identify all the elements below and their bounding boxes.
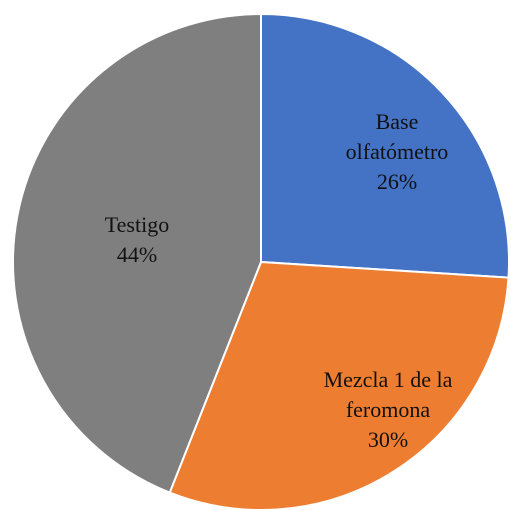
slice-label: Mezcla 1 de la feromona 30% [303, 365, 473, 455]
slice-label: Base olfatómetro 26% [337, 107, 457, 197]
category-label: Base olfatómetro [345, 109, 449, 164]
value-label: 26% [376, 169, 418, 194]
pie-slice [12, 12, 262, 494]
pie-slice [168, 260, 510, 510]
category-label: Mezcla 1 de la feromona [323, 367, 453, 422]
slice-label: Testigo 44% [42, 210, 232, 270]
pie-slice [260, 12, 510, 279]
category-label: Testigo [104, 212, 170, 237]
value-label: 44% [116, 242, 158, 267]
value-label: 30% [367, 427, 409, 452]
